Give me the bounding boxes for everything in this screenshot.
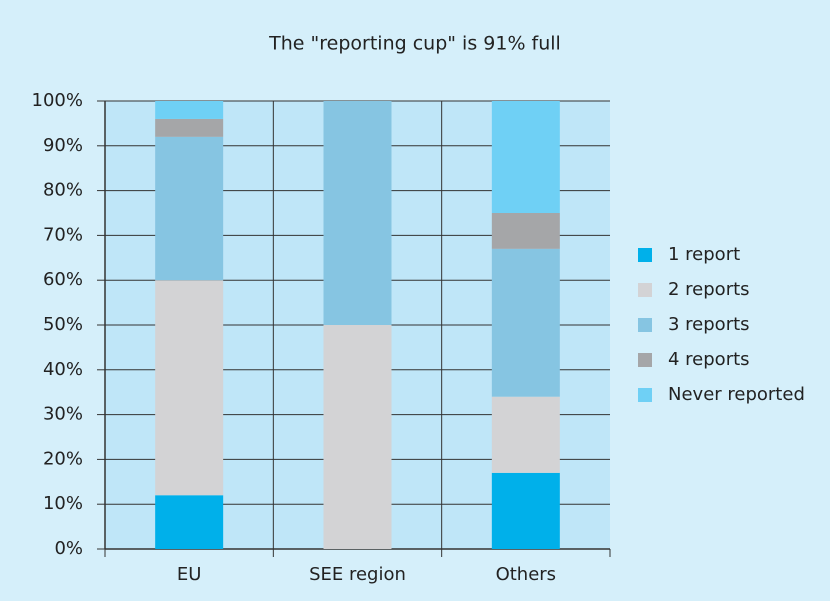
legend-label: 2 reports xyxy=(668,279,750,300)
legend-label: Never reported xyxy=(668,384,805,405)
bar-segment xyxy=(491,396,560,473)
y-tick-label: 100% xyxy=(32,90,83,111)
y-tick-label: 20% xyxy=(43,448,83,469)
y-tick-label: 0% xyxy=(54,538,83,559)
legend-label: 1 report xyxy=(668,244,740,265)
legend-swatch xyxy=(638,283,652,297)
bar-segment xyxy=(323,101,392,325)
bar-segment xyxy=(155,118,224,137)
y-tick-label: 30% xyxy=(43,404,83,425)
y-tick-label: 90% xyxy=(43,135,83,156)
y-tick-label: 50% xyxy=(43,314,83,335)
legend-swatch xyxy=(638,318,652,332)
x-tick-label: SEE region xyxy=(309,564,406,585)
bar-segment xyxy=(491,472,560,549)
y-tick-label: 60% xyxy=(43,269,83,290)
bar-segment xyxy=(155,280,224,496)
bar-segment xyxy=(155,136,224,281)
legend-swatch xyxy=(638,248,652,262)
bar-segment xyxy=(155,101,224,119)
bar-segment xyxy=(491,248,560,397)
bar-segment xyxy=(491,213,560,249)
legend-label: 3 reports xyxy=(668,314,750,335)
legend-swatch xyxy=(638,353,652,367)
bar-segment xyxy=(155,495,224,549)
x-tick-label: EU xyxy=(177,564,202,585)
legend-swatch xyxy=(638,388,652,402)
chart-title: The "reporting cup" is 91% full xyxy=(268,33,561,55)
y-tick-label: 70% xyxy=(43,224,83,245)
bar-segment xyxy=(323,325,392,549)
legend-label: 4 reports xyxy=(668,349,750,370)
bar-segment xyxy=(491,101,560,213)
y-tick-label: 10% xyxy=(43,493,83,514)
y-tick-label: 40% xyxy=(43,359,83,380)
x-tick-label: Others xyxy=(496,564,557,585)
y-tick-label: 80% xyxy=(43,180,83,201)
